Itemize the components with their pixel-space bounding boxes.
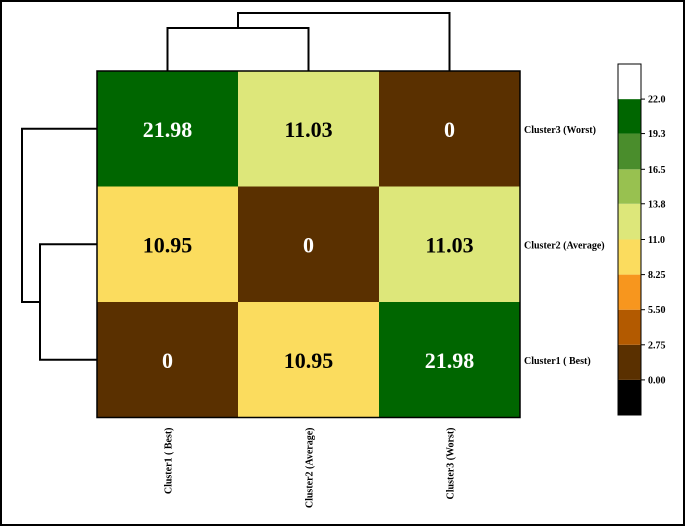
colorbar-tick-label: 22.0 — [648, 95, 666, 106]
heatmap-cell — [238, 186, 379, 302]
cell-value-label: 11.03 — [284, 117, 332, 142]
heatmap-cell — [379, 302, 520, 418]
cell-value-label: 10.95 — [284, 348, 334, 373]
cell-value-label: 0 — [303, 232, 314, 257]
colorbar-band — [618, 379, 641, 415]
cell-value-label: 21.98 — [143, 117, 193, 142]
colorbar-band — [618, 239, 641, 275]
heatmap-cell — [238, 302, 379, 418]
row-label: Cluster3 (Worst) — [524, 125, 596, 136]
heatmap-cell — [97, 302, 238, 418]
column-dendrogram — [166, 12, 451, 71]
colorbar-tick-label: 13.8 — [648, 199, 666, 210]
heatmap-cells: 21.98 11.03 0 10.95 0 11.03 0 10.95 21.98 — [96, 70, 521, 419]
cell-value-label: 11.03 — [425, 232, 473, 257]
dendrogram-link — [166, 27, 310, 71]
colorbar-band — [618, 274, 641, 310]
heatmap-cell — [379, 71, 520, 187]
colorbar-tick-label: 8.25 — [648, 270, 666, 281]
colorbar-band — [618, 309, 641, 345]
colorbar-band — [618, 344, 641, 380]
heatmap-cell — [238, 71, 379, 187]
colorbar-band — [618, 133, 641, 170]
column-labels: Cluster1 ( Best) Cluster2 (Average) Cluste… — [164, 428, 457, 509]
dendrogram-link — [237, 12, 451, 71]
colorbar-band — [618, 169, 641, 204]
cell-value-label: 10.95 — [143, 232, 193, 257]
heatmap-border — [96, 70, 521, 419]
colorbar-tick-label: 0.00 — [648, 375, 666, 386]
colorbar-band — [618, 99, 641, 134]
column-label: Cluster1 ( Best) — [164, 428, 175, 495]
cell-value-label: 21.98 — [425, 348, 475, 373]
colorbar-tick-label: 16.5 — [648, 165, 666, 176]
column-label: Cluster2 (Average) — [305, 428, 316, 509]
cell-value-label: 0 — [444, 117, 455, 142]
colorbar-tick-label: 5.50 — [648, 305, 666, 316]
cell-value-label: 0 — [162, 348, 173, 373]
dendrogram-link — [21, 127, 97, 303]
colorbar-tick-label: 19.3 — [648, 129, 666, 140]
dendrogram-link — [39, 243, 97, 361]
colorbar-band — [618, 64, 641, 100]
heatmap-cell — [97, 186, 238, 302]
column-label: Cluster3 (Worst) — [446, 428, 457, 500]
colorbar: 22.0 19.3 16.5 13.8 11.0 8.25 5.50 2.75 0.00 — [617, 63, 666, 416]
row-labels: Cluster3 (Worst) Cluster2 (Average) Cluste… — [524, 125, 605, 367]
row-label: Cluster1 ( Best) — [524, 356, 591, 367]
heatmap-cell — [379, 186, 520, 302]
colorbar-tick-label: 11.0 — [648, 235, 665, 246]
heatmap-cell — [97, 71, 238, 187]
row-dendrogram — [21, 127, 97, 361]
colorbar-tick-label: 2.75 — [648, 340, 666, 351]
row-label: Cluster2 (Average) — [524, 240, 605, 251]
colorbar-band — [618, 203, 641, 240]
